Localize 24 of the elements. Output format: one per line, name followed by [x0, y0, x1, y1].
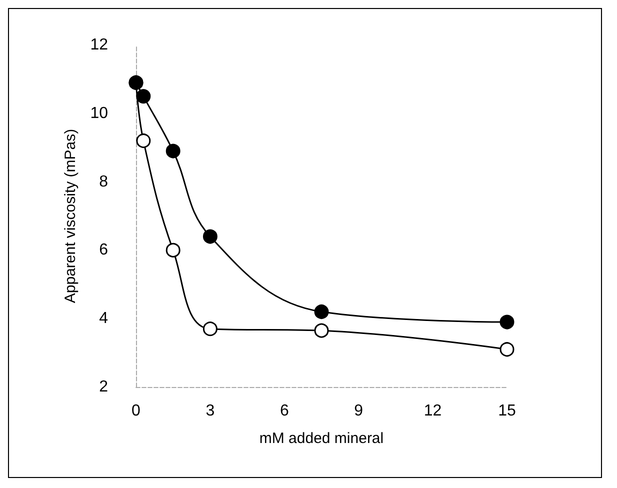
point: [166, 242, 180, 258]
y-axis-title: Apparent viscosity (mPas): [62, 128, 79, 304]
point: [500, 342, 514, 357]
x-tick-label: 6: [280, 402, 289, 420]
x-tick-label: 0: [132, 402, 141, 420]
y-tick-label: 12: [90, 36, 108, 54]
x-tick-label: 9: [354, 402, 364, 420]
point: [202, 229, 218, 244]
point: [166, 144, 180, 158]
x-axis-title: mM added mineral: [259, 430, 384, 447]
point: [500, 314, 514, 330]
y-tick-label: 10: [90, 104, 108, 122]
y-tick-label: 4: [99, 310, 108, 328]
y-tick-label: 6: [99, 242, 108, 259]
point: [314, 323, 329, 338]
y-tick-label: 8: [99, 173, 108, 190]
point: [136, 89, 151, 104]
point: [136, 134, 151, 148]
point: [314, 304, 329, 320]
point: [202, 322, 218, 336]
x-tick-label: 3: [206, 402, 215, 420]
y-tick-label: 2: [99, 378, 108, 396]
x-tick-label: 15: [498, 402, 516, 420]
x-tick-label: 12: [424, 402, 442, 420]
